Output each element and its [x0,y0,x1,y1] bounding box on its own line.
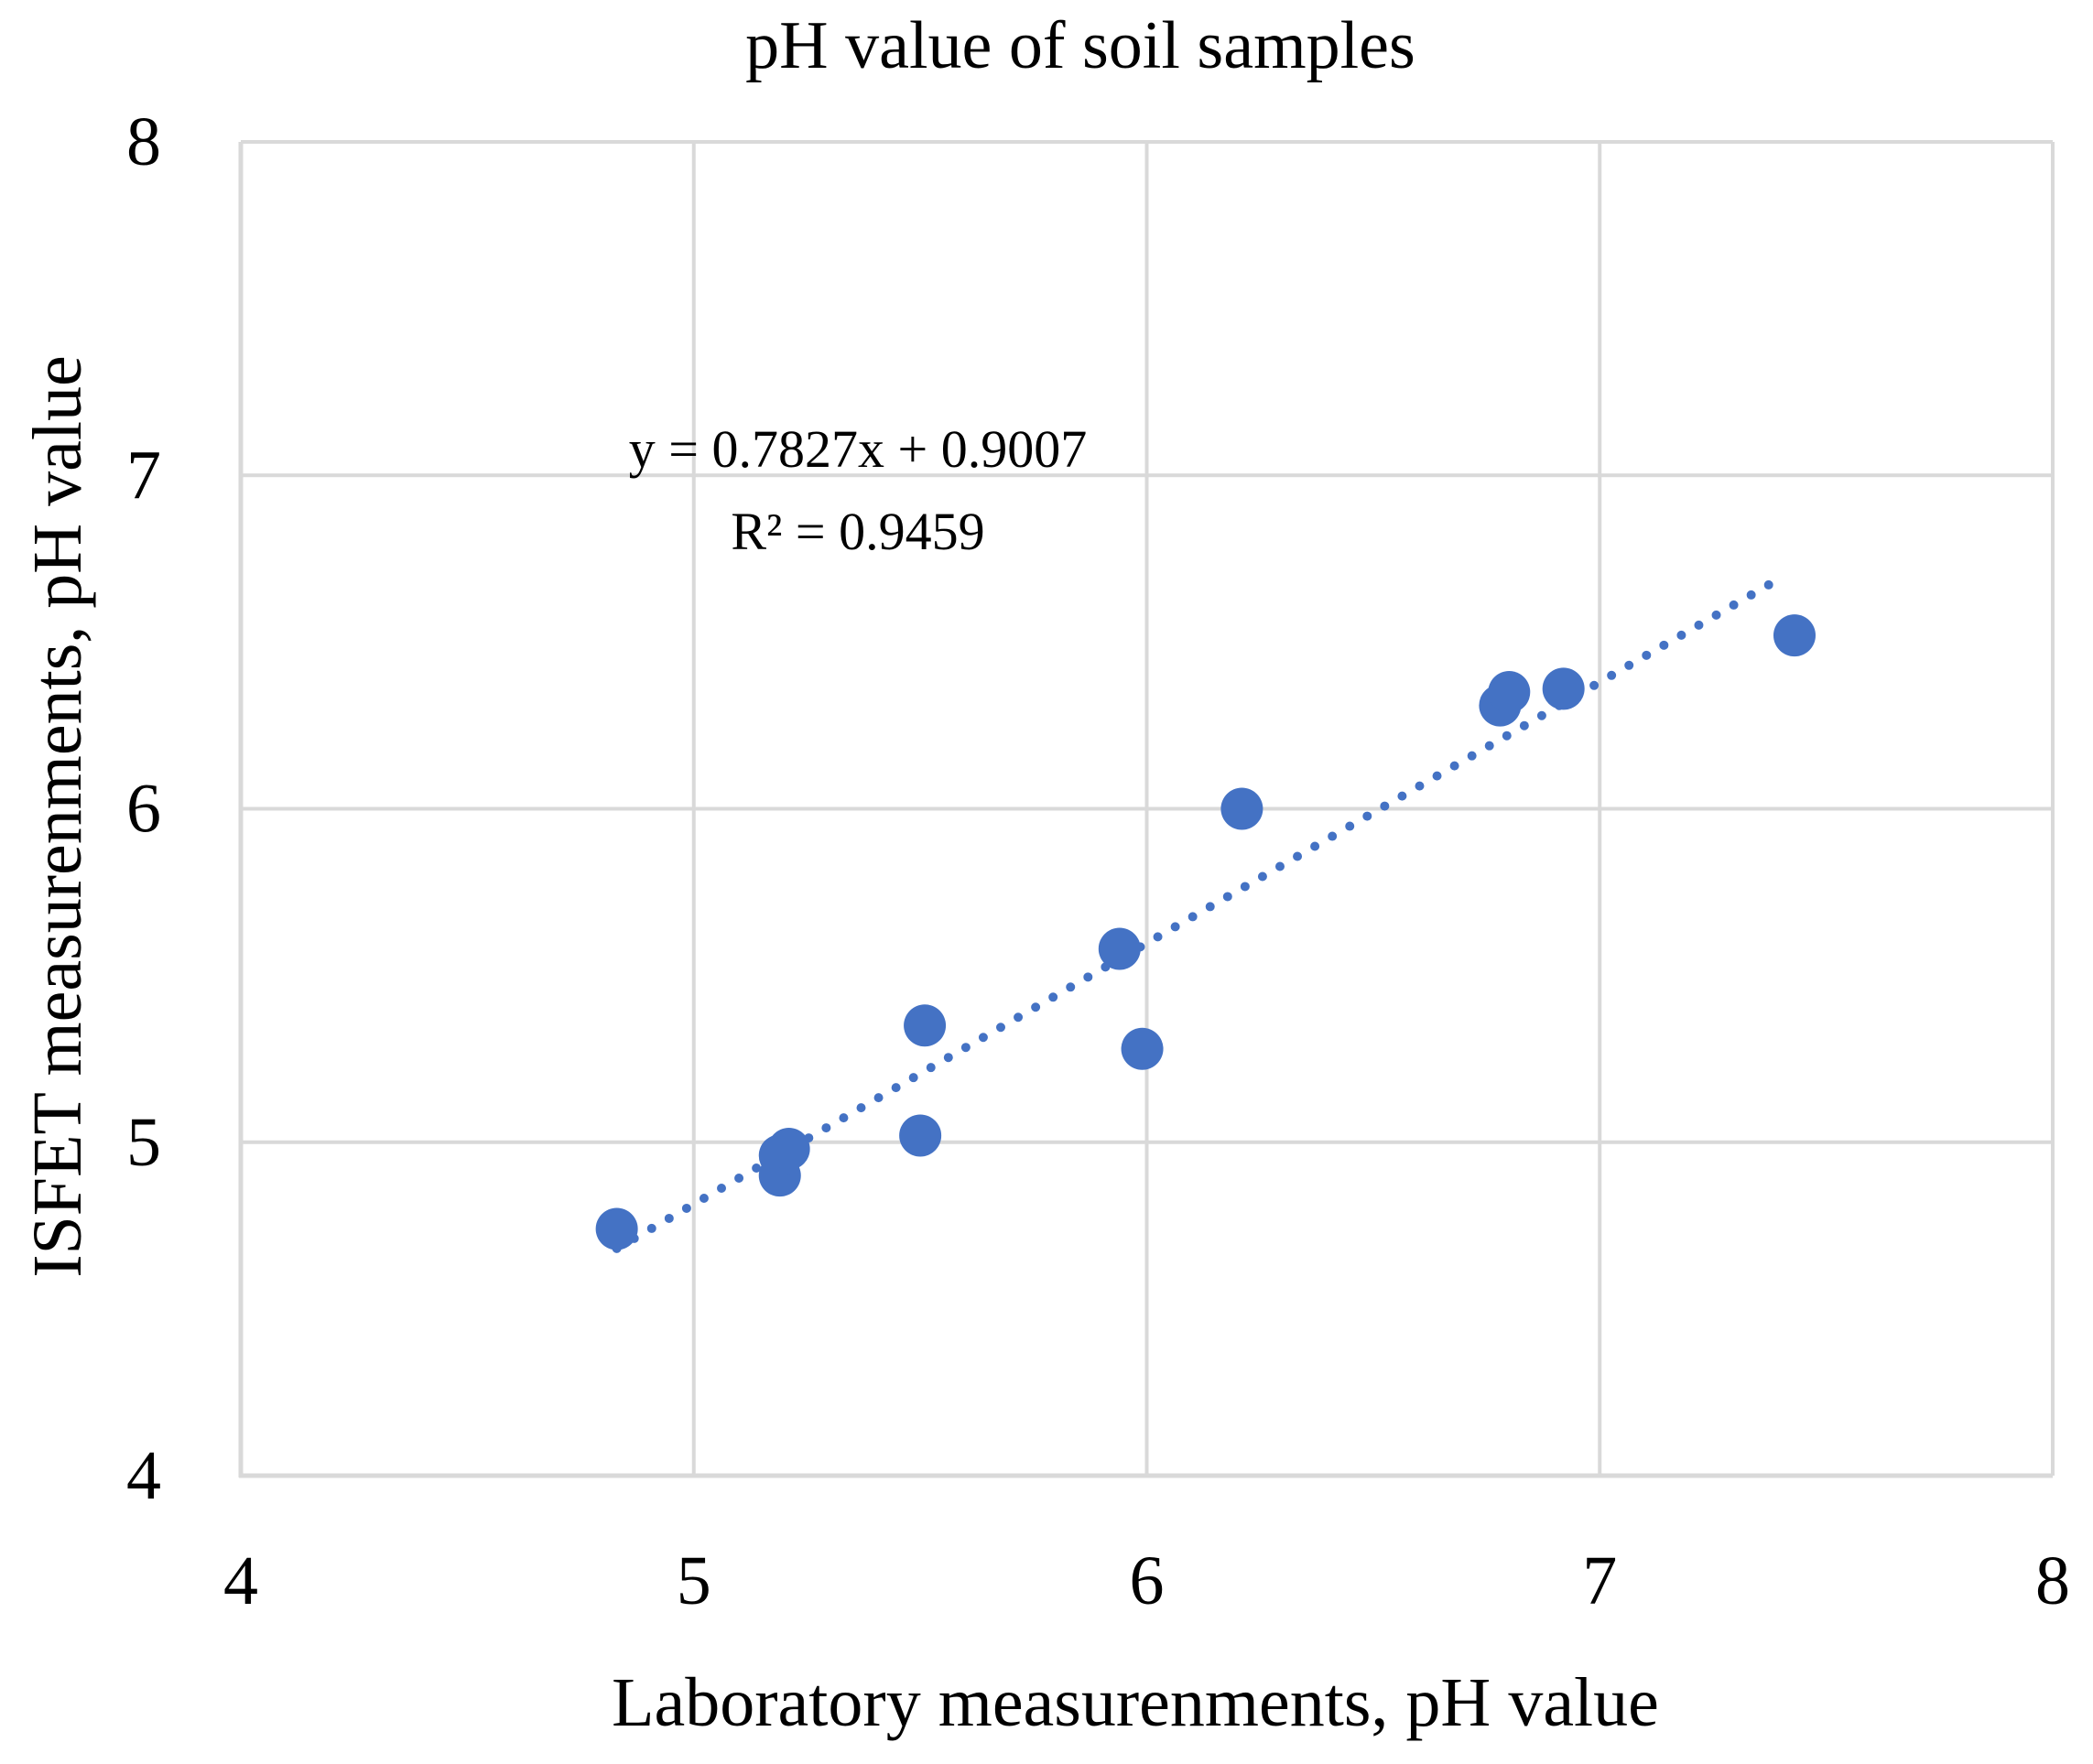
y-tick-label: 4 [126,1437,161,1514]
trendline-r-squared: R² = 0.9459 [731,502,984,561]
trendline [612,573,1786,1253]
x-tick-label: 5 [677,1542,711,1619]
x-tick-label: 6 [1130,1542,1165,1619]
x-tick-label: 8 [2035,1542,2070,1619]
data-point [1098,927,1141,970]
y-axis-title: ISFET measurenments, pH value [19,355,96,1278]
axes [238,142,2053,1478]
data-point [899,1114,942,1157]
data-point [904,1004,947,1047]
y-tick-label: 8 [126,103,161,180]
gridlines [241,140,2055,1476]
y-tick-label: 6 [126,771,161,848]
data-point [767,1128,810,1171]
data-point [1773,614,1816,657]
y-tick-label: 7 [126,437,161,514]
data-point [595,1207,638,1250]
data-point [1121,1027,1164,1070]
chart-title: pH value of soil samples [745,8,1415,83]
y-axis-tick-labels: 4 5 6 7 8 [126,103,161,1514]
data-point [1220,787,1263,830]
x-tick-label: 4 [223,1542,258,1619]
trendline-path [612,573,1786,1253]
data-points [595,614,1816,1250]
x-axis-tick-labels: 4 5 6 7 8 [223,1542,2070,1619]
x-axis-title: Laboratory measurenments, pH value [612,1664,1659,1741]
data-point [1488,671,1531,714]
trendline-equation: y = 0.7827x + 0.9007 [629,419,1087,479]
y-tick-label: 5 [126,1104,161,1181]
x-tick-label: 7 [1582,1542,1617,1619]
data-point [1542,667,1585,710]
